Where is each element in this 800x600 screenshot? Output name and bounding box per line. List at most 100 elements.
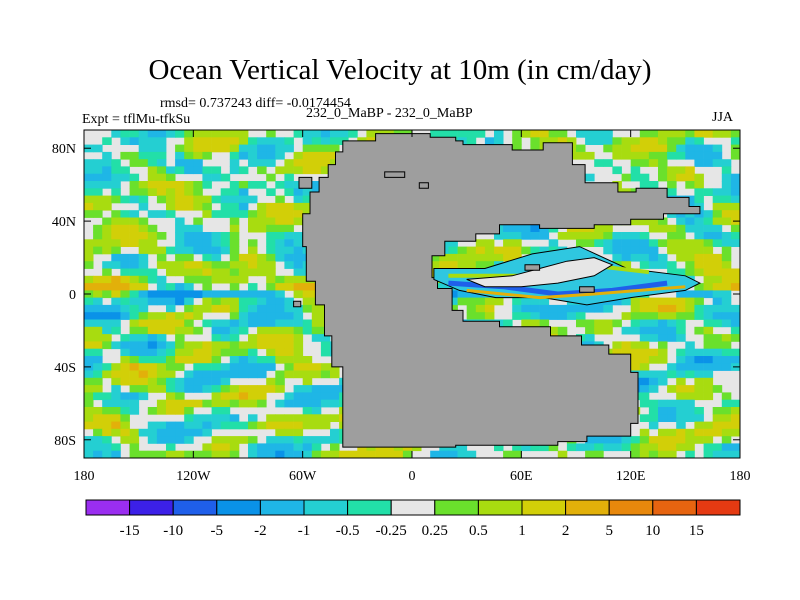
field-cell-540 (266, 202, 276, 211)
field-cell-1099 (202, 275, 212, 284)
field-cell-279 (175, 166, 185, 175)
field-cell-747 (703, 224, 714, 233)
field-cell-1348 (166, 304, 176, 313)
field-cell-1009 (484, 261, 495, 269)
field-cell-1085 (712, 268, 723, 277)
field-cell-283 (211, 166, 222, 175)
field-cell-1350 (193, 304, 203, 313)
field-cell-1406 (147, 312, 158, 320)
field-cell-1877 (257, 370, 267, 379)
field-cell-1329 (612, 297, 622, 306)
field-cell-30 (448, 130, 458, 138)
field-cell-816 (211, 239, 222, 247)
field-cell-2122 (84, 407, 94, 415)
field-cell-1589 (320, 334, 331, 342)
field-cell-1696 (202, 348, 212, 357)
field-cell-402 (639, 181, 650, 189)
y-tick-label-0: 80N (52, 142, 76, 157)
field-cell-2087 (284, 399, 294, 408)
colorbar-swatch-1 (129, 499, 174, 516)
field-cell-403 (648, 181, 659, 189)
field-cell-11 (211, 130, 222, 138)
field-cell-1168 (293, 283, 304, 291)
y-tick-label-4: 80S (54, 434, 76, 449)
field-cell-36 (521, 130, 531, 138)
field-cell-1960 (676, 377, 686, 386)
field-cell-1684 (721, 341, 732, 350)
field-cell-1621 (703, 334, 714, 342)
field-cell-2229 (721, 414, 732, 422)
field-cell-2228 (712, 414, 723, 422)
field-cell-1623 (721, 334, 732, 342)
field-cell-2292 (138, 428, 149, 437)
field-cell-1338 (694, 297, 704, 306)
field-cell-118 (193, 144, 203, 153)
continent-2 (384, 171, 406, 178)
field-cell-590 (166, 210, 176, 218)
field-cell-1094 (138, 275, 149, 284)
field-cell-1395 (703, 304, 714, 313)
field-cell-586 (120, 210, 130, 218)
field-cell-919 (129, 253, 140, 262)
field-cell-1223 (166, 290, 176, 299)
field-cell-2066 (694, 392, 704, 401)
field-cell-1382 (566, 304, 577, 313)
field-cell-2282 (694, 421, 704, 430)
field-cell-1499 (594, 319, 604, 328)
field-cell-1527 (238, 326, 249, 335)
field-cell-1867 (156, 370, 167, 379)
field-cell-2347 (184, 436, 194, 444)
field-cell-1154 (111, 283, 121, 291)
field-cell-2475 (357, 450, 367, 458)
field-cell-1648 (293, 341, 304, 350)
field-cell-2330 (667, 428, 677, 437)
field-cell-1452 (721, 312, 732, 320)
field-cell-100 (612, 137, 622, 145)
field-cell-2438 (648, 443, 659, 452)
field-cell-873 (248, 246, 258, 255)
field-cell-1473 (275, 319, 285, 328)
field-cell-317 (84, 173, 94, 182)
field-cell-991 (293, 261, 304, 269)
field-cell-1436 (539, 312, 550, 320)
field-cell-1765 (302, 356, 313, 364)
field-cell-2240 (184, 421, 194, 430)
field-cell-62 (184, 137, 194, 145)
field-cell-1167 (284, 283, 294, 291)
field-cell-2379 (585, 436, 595, 444)
field-cell-1008 (475, 261, 486, 269)
field-cell-2357 (302, 436, 313, 444)
field-cell-364 (102, 181, 112, 189)
field-cell-899 (521, 246, 531, 255)
field-cell-1642 (238, 341, 249, 350)
field-cell-223 (93, 159, 103, 167)
field-cell-1968 (147, 385, 158, 393)
field-cell-800 (703, 232, 714, 240)
field-cell-2018 (703, 385, 714, 393)
field-cell-870 (211, 246, 222, 255)
field-cell-1379 (539, 304, 550, 313)
field-cell-98 (594, 137, 604, 145)
field-cell-851 (676, 239, 686, 247)
field-cell-2 (129, 130, 140, 138)
field-cell-104 (648, 137, 659, 145)
field-cell-1212 (721, 283, 732, 291)
field-cell-172 (156, 151, 167, 160)
field-cell-1761 (266, 356, 276, 364)
field-cell-324 (156, 173, 167, 182)
field-cell-64 (202, 137, 212, 145)
field-cell-2291 (129, 428, 140, 437)
field-cell-592 (211, 210, 222, 218)
field-cell-1498 (585, 319, 595, 328)
field-cell-2481 (430, 450, 440, 458)
field-cell-1796 (685, 356, 695, 364)
field-cell-1690 (147, 348, 158, 357)
field-cell-1755 (202, 356, 212, 364)
field-cell-1472 (266, 319, 276, 328)
x-tick-label-3: 0 (409, 469, 416, 484)
field-cell-1635 (175, 341, 185, 350)
field-cell-752 (111, 232, 121, 240)
field-cell-1984 (302, 385, 313, 393)
field-cell-1529 (266, 326, 276, 335)
field-cell-839 (548, 239, 559, 247)
